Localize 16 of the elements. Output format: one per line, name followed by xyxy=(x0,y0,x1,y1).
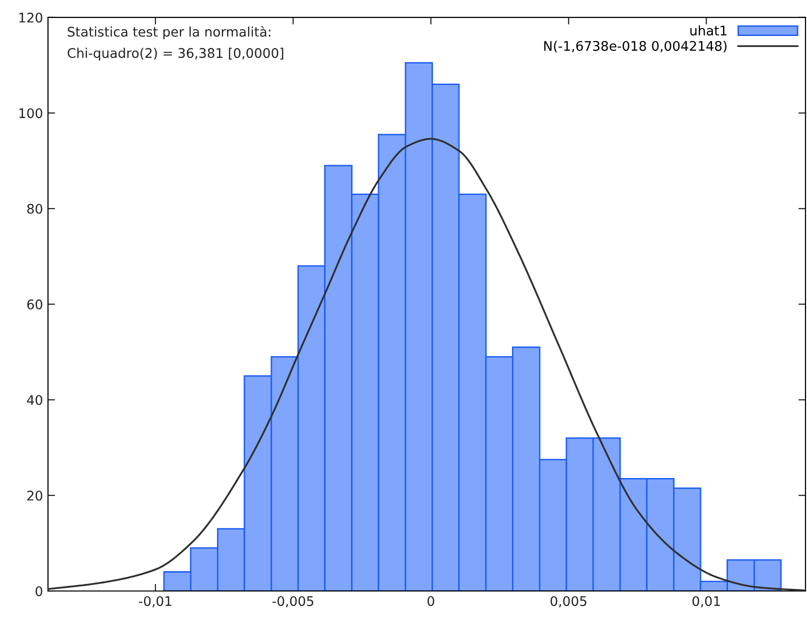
y-tick-label: 40 xyxy=(26,395,42,405)
x-tick-label: 0 xyxy=(428,596,434,606)
y-tick-label: 100 xyxy=(19,108,42,118)
x-tick-label: 0,005 xyxy=(550,596,586,608)
x-tick-label: 0,01 xyxy=(692,596,720,608)
x-tick-label: -0,01 xyxy=(139,596,172,608)
legend-label: N(-1,6738e-018 0,0042148) xyxy=(544,40,727,52)
annotation: Chi-quadro(2) = 36,381 [0,0000] xyxy=(68,48,284,61)
legend-label: uhat1 xyxy=(690,25,726,36)
annotation: Statistica test per la normalità: xyxy=(68,26,270,40)
y-tick-label: 80 xyxy=(27,204,42,214)
y-tick-label: 60 xyxy=(27,299,42,310)
y-tick-label: 20 xyxy=(27,490,42,501)
y-tick-label: 0 xyxy=(36,586,42,596)
y-tick-label: 120 xyxy=(19,12,42,23)
x-tick-label: -0,005 xyxy=(272,596,314,608)
